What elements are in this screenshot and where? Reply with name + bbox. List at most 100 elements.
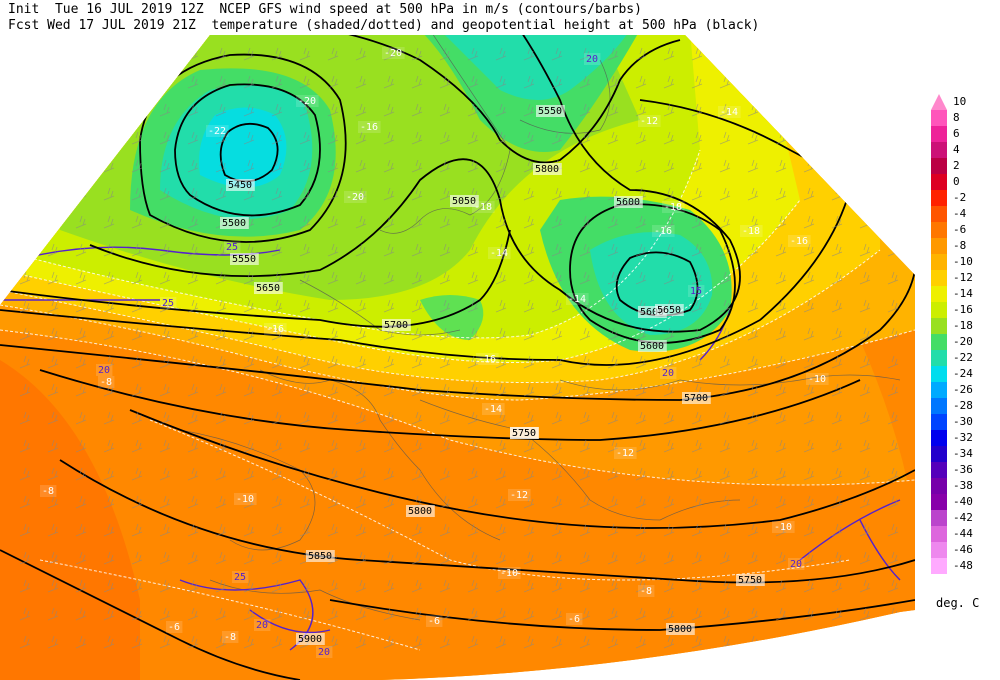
legend-label: -10 (953, 255, 973, 268)
legend-swatch (931, 446, 947, 462)
temperature-label: -20 (384, 48, 402, 59)
height-label: 5850 (308, 551, 332, 562)
legend-swatch (931, 302, 947, 318)
legend-swatch (931, 94, 947, 110)
height-label: 5700 (684, 393, 708, 404)
legend-label: 8 (953, 111, 960, 124)
temperature-label: -16 (654, 226, 672, 237)
legend-label: -24 (953, 367, 973, 380)
temperature-label: -12 (640, 116, 658, 127)
legend-swatch (931, 350, 947, 366)
legend-swatch (931, 174, 947, 190)
wind-speed-label: 20 (98, 365, 110, 376)
legend-label: -38 (953, 479, 973, 492)
legend-label: -4 (953, 207, 967, 220)
temperature-label: -14 (720, 107, 738, 118)
temperature-isotherms (0, 149, 915, 651)
legend-swatch (931, 462, 947, 478)
height-label: 5800 (668, 624, 692, 635)
legend-swatch (931, 286, 947, 302)
temperature-label: -10 (808, 374, 826, 385)
header-line-forecast: Fcst Wed 17 JUL 2019 21Z temperature (sh… (8, 18, 760, 33)
temperature-label: -12 (510, 490, 528, 501)
height-label: 5650 (657, 305, 681, 316)
temperature-label: -8 (224, 632, 236, 643)
temperature-label: -18 (664, 202, 682, 213)
legend-unit: deg. C (936, 596, 980, 610)
legend-label: -48 (953, 559, 973, 572)
wind-speed-label: 20 (586, 54, 598, 65)
temperature-label: -8 (100, 377, 112, 388)
legend-swatch (931, 206, 947, 222)
legend-label: -20 (953, 335, 973, 348)
wind-speed-label: 20 (662, 368, 674, 379)
legend-swatch (931, 382, 947, 398)
coastlines (179, 35, 901, 621)
legend-label: -8 (953, 239, 967, 252)
temperature-label: -22 (208, 126, 226, 137)
wind-barbs (19, 47, 899, 649)
legend-swatch (931, 398, 947, 414)
height-label: 5800 (408, 506, 432, 517)
height-label: 5500 (222, 218, 246, 229)
legend-label: -28 (953, 399, 973, 412)
legend-swatch (931, 558, 947, 574)
legend-swatch (931, 414, 947, 430)
legend-label: -16 (953, 303, 973, 316)
wind-speed-label: 25 (234, 572, 246, 583)
legend-label: -42 (953, 511, 973, 524)
legend-label: -40 (953, 495, 973, 508)
legend-swatch (931, 526, 947, 542)
wind-speed-label: 20 (256, 620, 268, 631)
wind-speed-label: 25 (162, 298, 174, 309)
header-line-init: Init Tue 16 JUL 2019 12Z NCEP GFS wind s… (8, 2, 642, 17)
temperature-label: -20 (346, 192, 364, 203)
temperature-label: -14 (568, 294, 586, 305)
legend-label: -34 (953, 447, 973, 460)
height-label: 5900 (298, 634, 322, 645)
height-label: 5650 (256, 283, 280, 294)
height-label: 5750 (512, 428, 536, 439)
temperature-label: -18 (474, 202, 492, 213)
legend-swatch (931, 318, 947, 334)
legend-label: -32 (953, 431, 973, 444)
legend-label: -26 (953, 383, 973, 396)
height-label: 5550 (538, 106, 562, 117)
legend-label: -44 (953, 527, 973, 540)
legend-label: 0 (953, 175, 960, 188)
temperature-label: -16 (478, 354, 496, 365)
wind-speed-label: 20 (790, 559, 802, 570)
height-label: 5600 (616, 197, 640, 208)
wind-speed-label: 25 (226, 242, 238, 253)
temperature-label: -20 (298, 96, 316, 107)
legend-label: 2 (953, 159, 960, 172)
legend-label: -12 (953, 271, 973, 284)
geopotential-height-contours (0, 35, 915, 680)
height-label: 5750 (738, 575, 762, 586)
temperature-label: -14 (484, 404, 502, 415)
legend-label: -14 (953, 287, 973, 300)
legend-swatch (931, 142, 947, 158)
legend-swatch (931, 478, 947, 494)
height-label: 5600 (640, 307, 664, 318)
map-labels: 5450550055505600565057005750580058505900… (40, 47, 829, 658)
temperature-label: -12 (616, 448, 634, 459)
temperature-label: -8 (640, 586, 652, 597)
legend-label: -22 (953, 351, 973, 364)
height-label: 5700 (384, 320, 408, 331)
temperature-label: -10 (236, 494, 254, 505)
legend-swatch (931, 494, 947, 510)
temperature-label: -16 (266, 324, 284, 335)
temperature-label: -6 (168, 622, 180, 633)
legend-swatch (931, 126, 947, 142)
height-label: 5050 (452, 196, 476, 207)
wind-speed-label: 20 (318, 647, 330, 658)
legend-label: -18 (953, 319, 973, 332)
legend-label: 4 (953, 143, 960, 156)
temperature-label: -6 (568, 614, 580, 625)
height-label: 5450 (228, 180, 252, 191)
legend-swatch (931, 110, 947, 126)
temperature-label: -16 (790, 236, 808, 247)
wind-speed-label: 15 (690, 286, 702, 297)
temperature-label: -18 (742, 226, 760, 237)
